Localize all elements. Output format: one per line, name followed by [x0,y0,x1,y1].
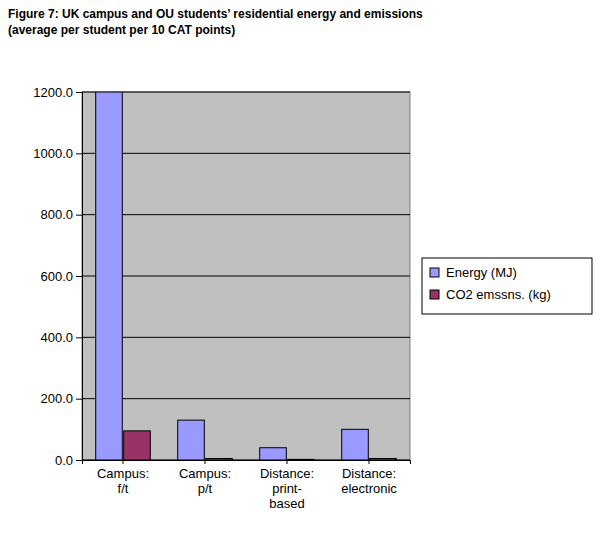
x-tick-mark [123,460,124,464]
legend-label: Energy (MJ) [446,265,517,280]
grid-line [82,398,410,399]
x-tick-label: Distance:print-based [260,466,314,511]
x-tick-label: Campus:p/t [179,466,231,496]
bar [96,92,123,460]
y-tick-label: 1000.0 [33,146,73,161]
x-tick-label: Distance:electronic [341,466,397,496]
y-tick-mark [76,399,82,400]
y-tick-mark [76,460,82,461]
y-tick-label: 800.0 [40,207,73,222]
y-tick: 400.0 [40,330,82,345]
x-tick: Distance:electronic [341,460,397,496]
bar [260,448,287,460]
y-tick-label: 400.0 [40,330,73,345]
legend-swatch [430,290,439,299]
bar [342,429,369,460]
y-tick: 800.0 [40,207,82,222]
grid-line [82,153,410,154]
y-tick-mark [76,153,82,154]
y-tick-label: 600.0 [40,269,73,284]
x-tick-mark [287,460,288,464]
grid-line [82,92,410,93]
x-axis: Campus:f/t Campus:p/t Distance:print-based… [83,460,411,511]
y-tick-mark [76,276,82,277]
bar [206,458,233,460]
y-tick-mark [76,337,82,338]
y-tick-label: 1200.0 [33,85,73,100]
y-tick: 600.0 [40,269,82,284]
legend-swatch [430,268,439,277]
plot: 0.0 200.0 400.0 600.0 800.0 1000.0 1200.0 Campu… [33,85,410,511]
legend: Energy (MJ) CO2 emssns. (kg) [422,258,592,314]
plot-background [82,92,410,460]
y-tick: 1000.0 [33,146,82,161]
bar [178,420,205,460]
x-tick-label: Campus:f/t [97,466,149,496]
legend-box [422,258,592,314]
y-tick-label: 200.0 [40,391,73,406]
x-tick-mark [369,460,370,464]
y-axis: 0.0 200.0 400.0 600.0 800.0 1000.0 1200.0 [33,85,82,468]
subtitle: (average per student per 10 CAT points) [8,23,235,37]
bar [124,431,151,460]
grid [82,92,410,460]
grid-line [82,214,410,215]
bars [96,92,397,460]
y-axis-line [82,93,83,461]
y-tick: 0.0 [55,453,82,468]
legend-label: CO2 emssns. (kg) [446,287,551,302]
y-tick-mark [76,92,82,93]
x-tick-mark [205,460,206,464]
x-axis-line [83,461,411,465]
y-tick: 200.0 [40,391,82,406]
y-tick: 1200.0 [33,85,82,100]
x-tick: Campus:f/t [97,460,149,496]
chart: Figure 7: UK campus and OU students’ res… [0,0,600,555]
y-tick-mark [76,215,82,216]
grid-line [82,276,410,277]
grid-line [82,337,410,338]
x-tick: Distance:print-based [260,460,314,511]
title: Figure 7: UK campus and OU students’ res… [8,7,423,21]
x-tick: Campus:p/t [179,460,231,496]
bar [370,458,397,460]
y-tick-label: 0.0 [55,453,73,468]
bar [288,459,315,460]
